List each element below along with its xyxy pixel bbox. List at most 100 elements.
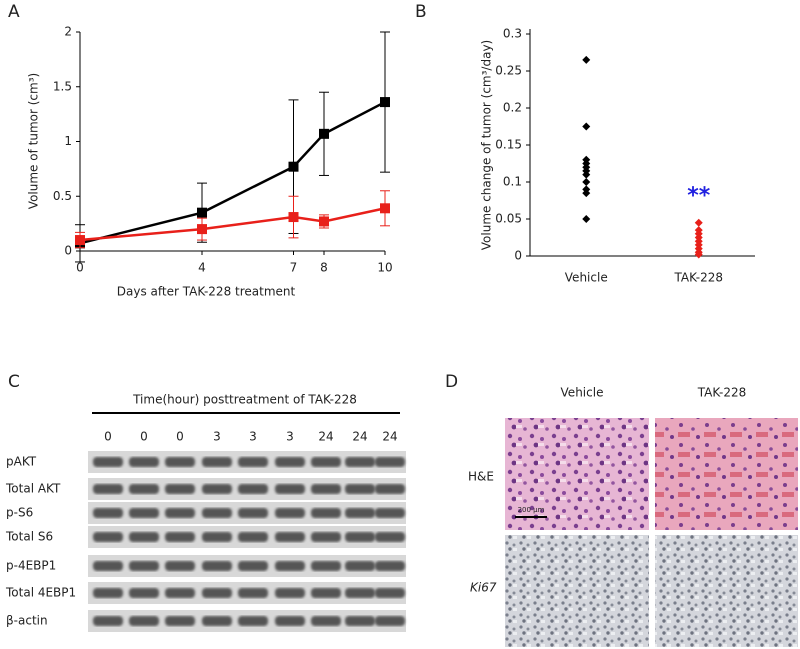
blot-band xyxy=(129,616,159,626)
blot-band xyxy=(345,484,375,494)
lane-label: 24 xyxy=(352,430,367,444)
blot-title: Time(hour) posttreatment of TAK-228 xyxy=(132,393,357,407)
blot-band xyxy=(93,508,123,518)
protein-label: Total S6 xyxy=(5,530,53,544)
panel-label: A xyxy=(8,2,20,22)
blot-band xyxy=(93,532,123,542)
panel-label: C xyxy=(8,372,20,392)
blot-band xyxy=(93,484,123,494)
marker xyxy=(197,224,207,235)
protein-label: p-S6 xyxy=(6,506,33,520)
protein-label: β-actin xyxy=(6,614,48,628)
lane-label: 3 xyxy=(286,430,294,444)
blot-band xyxy=(311,588,341,598)
marker xyxy=(288,212,299,223)
marker xyxy=(582,178,591,186)
blot-band xyxy=(202,457,232,467)
blot-band xyxy=(238,561,268,571)
panel-label: D xyxy=(445,372,458,392)
blot-band xyxy=(93,457,123,467)
y-tick-label: 2 xyxy=(64,25,72,39)
lane-label: 0 xyxy=(140,430,148,444)
blot-band xyxy=(375,561,405,571)
blot-band xyxy=(375,457,405,467)
y-tick-label: 0.3 xyxy=(503,27,522,41)
blot-band xyxy=(202,561,232,571)
protein-label: p-4EBP1 xyxy=(6,559,56,573)
x-tick-label: Vehicle xyxy=(565,271,608,285)
blot-band xyxy=(375,508,405,518)
blot-band xyxy=(129,561,159,571)
series-line xyxy=(79,207,386,242)
column-header: TAK-228 xyxy=(697,386,746,400)
blot-band xyxy=(202,616,232,626)
blot-band xyxy=(275,457,305,467)
blot-band xyxy=(93,588,123,598)
marker xyxy=(75,235,85,246)
blot-band xyxy=(311,561,341,571)
marker xyxy=(694,218,703,227)
blot-band xyxy=(345,616,375,626)
marker xyxy=(380,203,390,214)
x-tick-label: 8 xyxy=(320,261,328,275)
x-tick-label: 10 xyxy=(377,261,392,275)
y-tick-label: 0.2 xyxy=(503,101,522,115)
marker xyxy=(380,97,390,108)
blot-band xyxy=(311,508,341,518)
lane-label: 24 xyxy=(318,430,333,444)
marker xyxy=(288,161,299,172)
column-header: Vehicle xyxy=(561,386,604,400)
blot-band xyxy=(165,532,195,542)
blot-band xyxy=(345,457,375,467)
y-tick-label: 0.5 xyxy=(53,189,72,203)
blot-band xyxy=(275,588,305,598)
x-tick-label: 7 xyxy=(290,261,298,275)
y-tick-label: 0.1 xyxy=(503,175,522,189)
marker xyxy=(197,207,207,218)
blot-band xyxy=(275,508,305,518)
marker xyxy=(582,122,591,131)
blot-band xyxy=(238,588,268,598)
blot-band xyxy=(311,484,341,494)
lane-label: 0 xyxy=(176,430,184,444)
blot-band xyxy=(238,508,268,518)
blot-band xyxy=(275,561,305,571)
blot-band xyxy=(129,508,159,518)
blot-band xyxy=(202,588,232,598)
marker xyxy=(582,189,591,198)
blot-band xyxy=(165,616,195,626)
histology-image xyxy=(505,418,649,530)
histology-image xyxy=(505,535,649,647)
blot-band xyxy=(165,588,195,598)
blot-band xyxy=(275,532,305,542)
y-tick-label: 0.25 xyxy=(495,64,522,78)
marker xyxy=(582,170,591,179)
blot-band xyxy=(275,484,305,494)
y-axis-title: Volume change of tumor (cm³/day) xyxy=(480,40,494,250)
annotation: ** xyxy=(687,184,711,209)
blot-band xyxy=(238,532,268,542)
marker xyxy=(582,215,591,223)
y-tick-label: 1.5 xyxy=(53,79,72,93)
blot-band xyxy=(165,484,195,494)
protein-label: Total 4EBP1 xyxy=(5,586,76,600)
marker xyxy=(319,128,329,139)
blot-band xyxy=(129,588,159,598)
blot-band xyxy=(375,588,405,598)
blot-band xyxy=(129,532,159,542)
blot-band xyxy=(202,532,232,542)
blot-band xyxy=(93,561,123,571)
blot-band xyxy=(93,616,123,626)
blot-band xyxy=(375,616,405,626)
blot-band xyxy=(375,532,405,542)
lane-label: 3 xyxy=(213,430,221,444)
blot-band xyxy=(238,616,268,626)
histology-image xyxy=(655,535,798,647)
marker xyxy=(582,55,591,64)
marker xyxy=(319,216,329,227)
y-tick-label: 0.15 xyxy=(495,138,522,152)
blot-band xyxy=(129,484,159,494)
blot-band xyxy=(375,484,405,494)
